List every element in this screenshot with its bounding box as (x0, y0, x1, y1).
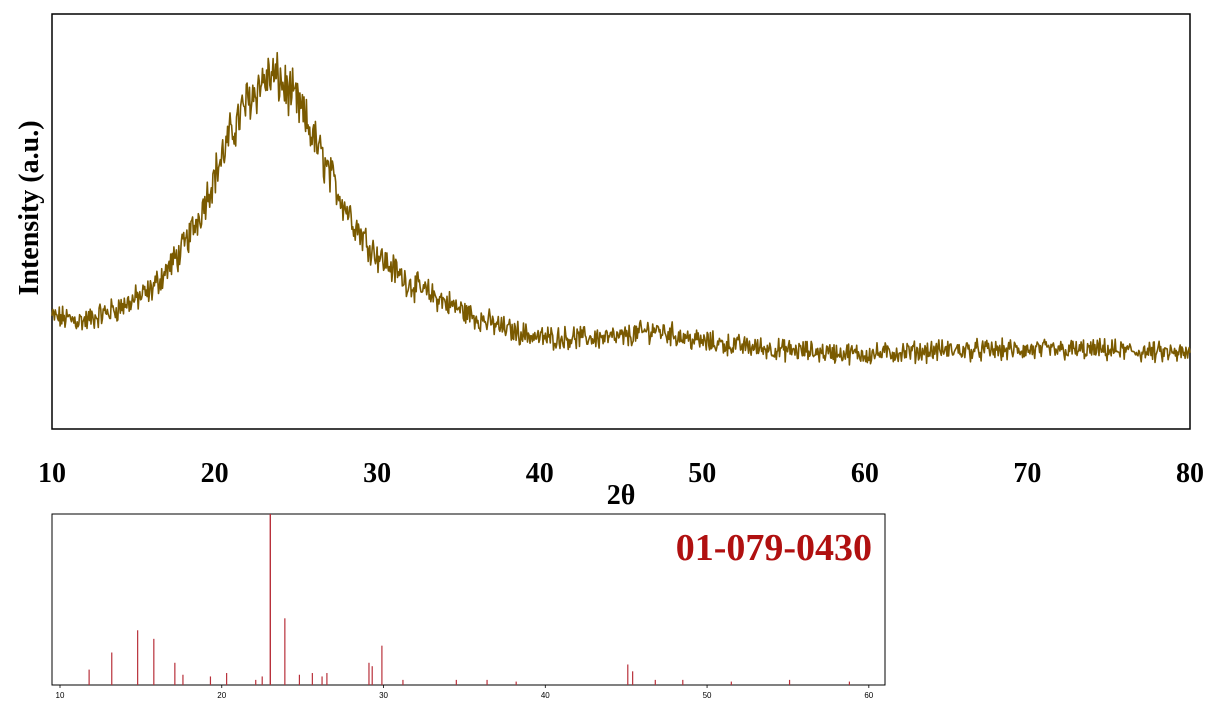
plot-frame (51, 13, 1191, 430)
reference-x-tick-label: 40 (541, 691, 550, 700)
reference-plot-frame (51, 513, 886, 686)
reference-card-number: 01-079-0430 (676, 527, 872, 569)
x-tick-label: 40 (526, 458, 554, 489)
x-tick-label: 50 (688, 458, 716, 489)
reference-x-tick-label: 20 (217, 691, 226, 700)
x-tick-label: 10 (38, 458, 66, 489)
xrd-intensity-curve (51, 51, 1191, 366)
reference-x-tick-label: 60 (864, 691, 873, 700)
y-axis-title: Intensity (a.u.) (14, 120, 45, 295)
x-tick-labels: 10 20 30 40 50 60 70 80 (38, 458, 1204, 489)
x-axis-title: 2θ (607, 480, 636, 511)
reference-x-tick-label: 10 (56, 691, 65, 700)
x-tick-label: 70 (1013, 458, 1041, 489)
x-tick-label: 60 (851, 458, 879, 489)
reference-peak-bars (88, 514, 851, 685)
x-tick-label: 20 (201, 458, 229, 489)
reference-x-tick-labels: 10 20 30 40 50 60 (56, 685, 874, 700)
x-tick-label: 80 (1176, 458, 1204, 489)
reference-x-tick-label: 30 (379, 691, 388, 700)
reference-x-tick-label: 50 (703, 691, 712, 700)
x-tick-label: 30 (363, 458, 391, 489)
